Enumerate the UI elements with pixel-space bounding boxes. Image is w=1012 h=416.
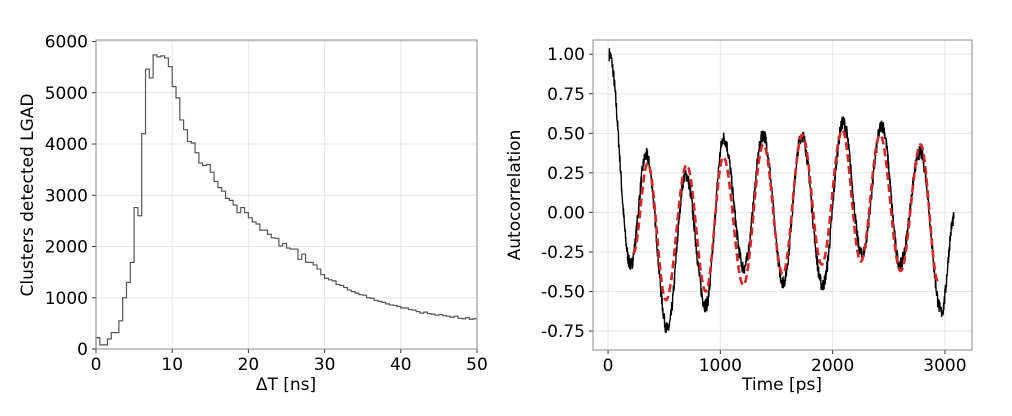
left-y-tick-label: 1000 bbox=[45, 289, 88, 309]
left-x-tick-label: 0 bbox=[91, 355, 102, 375]
left-y-tick-label: 6000 bbox=[45, 33, 88, 53]
right-x-tick-label: 2000 bbox=[811, 356, 854, 376]
autocorrelation-chart: 0 1000 2000 3000 -0.75 -0.50 -0.25 0.00 0.25 0.50… bbox=[541, 39, 973, 376]
left-y-tick-label: 0 bbox=[77, 340, 88, 360]
right-y-tick-label: 1.00 bbox=[547, 45, 585, 65]
left-x-tick-label: 50 bbox=[466, 355, 488, 375]
right-x-axis-label: Time [ps] bbox=[741, 375, 822, 395]
right-x-tick-label: 3000 bbox=[923, 356, 966, 376]
histogram-chart: 0 10 20 30 40 50 0 1000 2000 3000 4000 5000 6000 bbox=[45, 33, 488, 375]
left-x-axis-label: ΔT [ns] bbox=[256, 375, 316, 395]
right-y-tick-label: 0.50 bbox=[547, 124, 585, 144]
right-x-tick-label: 1000 bbox=[699, 356, 742, 376]
series-line-fit bbox=[632, 128, 939, 302]
left-plot-frame bbox=[95, 39, 478, 350]
right-y-tick-label: 0.00 bbox=[547, 203, 585, 223]
right-y-tick-label: -0.75 bbox=[541, 322, 585, 342]
right-y-tick-label: -0.25 bbox=[541, 243, 585, 263]
series-line-data bbox=[608, 48, 955, 333]
right-plot-frame bbox=[592, 39, 973, 351]
left-y-tick-label: 3000 bbox=[45, 186, 88, 206]
right-y-axis-label: Autocorrelation bbox=[505, 130, 525, 261]
left-x-tick-label: 30 bbox=[314, 355, 336, 375]
left-y-tick-label: 5000 bbox=[45, 84, 88, 104]
left-x-tick-label: 10 bbox=[161, 355, 183, 375]
histogram-step-line bbox=[95, 54, 477, 349]
left-y-tick-label: 4000 bbox=[45, 135, 88, 155]
right-y-tick-label: 0.75 bbox=[547, 85, 585, 105]
right-x-tick-label: 0 bbox=[603, 356, 614, 376]
left-x-tick-label: 40 bbox=[390, 355, 412, 375]
right-y-tick-label: -0.50 bbox=[541, 282, 585, 302]
right-y-tick-label: 0.25 bbox=[547, 164, 585, 184]
left-y-tick-label: 2000 bbox=[45, 238, 88, 258]
left-x-tick-label: 20 bbox=[238, 355, 260, 375]
left-y-axis-label: Clusters detected LGAD bbox=[18, 93, 38, 296]
